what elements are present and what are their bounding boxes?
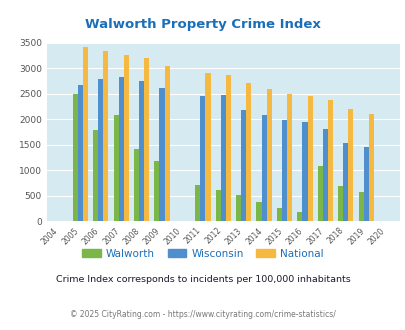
Bar (368, 114, 373, 221)
Bar (296, 212, 302, 221)
Text: © 2025 CityRating.com - https://www.cityrating.com/crime-statistics/: © 2025 CityRating.com - https://www.city… (70, 310, 335, 319)
Bar (302, 122, 307, 221)
Bar (342, 143, 347, 221)
Bar (215, 189, 220, 221)
Bar (347, 109, 353, 221)
Bar (241, 110, 246, 221)
Bar (200, 96, 205, 221)
Bar (276, 208, 281, 221)
Bar (256, 202, 261, 221)
Bar (134, 149, 139, 221)
Bar (220, 95, 225, 221)
Bar (139, 81, 144, 221)
Bar (286, 94, 292, 221)
Bar (225, 76, 230, 221)
Bar (164, 66, 169, 221)
Bar (327, 100, 332, 221)
Bar (118, 77, 124, 221)
Bar (113, 115, 118, 221)
Bar (358, 192, 363, 221)
Text: Walworth Property Crime Index: Walworth Property Crime Index (85, 18, 320, 31)
Bar (235, 195, 241, 221)
Bar (266, 89, 271, 221)
Bar (337, 186, 342, 221)
Bar (83, 47, 88, 221)
Legend: Walworth, Wisconsin, National: Walworth, Wisconsin, National (78, 245, 327, 263)
Bar (103, 51, 108, 221)
Bar (124, 55, 128, 221)
Bar (246, 82, 251, 221)
Bar (93, 130, 98, 221)
Bar (72, 94, 78, 221)
Bar (281, 120, 286, 221)
Bar (78, 85, 83, 221)
Bar (317, 166, 322, 221)
Bar (144, 58, 149, 221)
Bar (98, 79, 103, 221)
Bar (363, 147, 368, 221)
Bar (307, 96, 312, 221)
Bar (195, 185, 200, 221)
Text: Crime Index corresponds to incidents per 100,000 inhabitants: Crime Index corresponds to incidents per… (55, 275, 350, 284)
Bar (322, 129, 327, 221)
Bar (205, 74, 210, 221)
Bar (159, 88, 164, 221)
Bar (154, 160, 159, 221)
Bar (261, 115, 266, 221)
